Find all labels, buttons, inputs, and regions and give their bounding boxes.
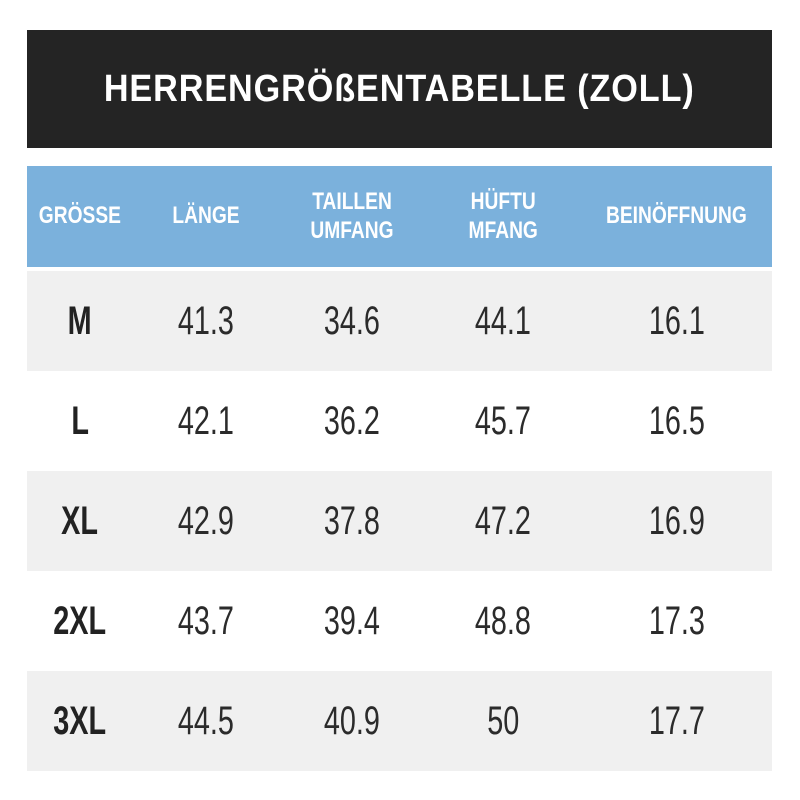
value-label: 41.3 xyxy=(177,298,234,343)
value-cell-taillenumfang: 40.9 xyxy=(279,671,425,771)
value-cell-hueftumfang: 50 xyxy=(425,671,581,771)
value-cell-laenge: 42.1 xyxy=(133,371,279,471)
value-cell-beinoeffnung: 17.3 xyxy=(581,571,772,671)
header-label: HÜFTU MFANG xyxy=(468,187,538,244)
value-label: 16.5 xyxy=(648,398,705,443)
header-label: GRÖSSE xyxy=(38,202,121,230)
size-cell: M xyxy=(27,271,133,371)
value-label: 37.8 xyxy=(323,498,380,543)
title-banner: HERRENGRÖßENTABELLE (ZOLL) xyxy=(27,30,772,148)
header-label: BEINÖFFNUNG xyxy=(606,202,748,230)
size-cell: L xyxy=(27,371,133,471)
value-label: 16.1 xyxy=(648,298,705,343)
value-cell-hueftumfang: 48.8 xyxy=(425,571,581,671)
size-cell: XL xyxy=(27,471,133,571)
value-cell-laenge: 44.5 xyxy=(133,671,279,771)
value-label: 16.9 xyxy=(648,498,705,543)
header-cell-taillenumfang: TAILLEN UMFANG xyxy=(279,166,425,267)
header-label: TAILLEN UMFANG xyxy=(310,187,394,244)
value-cell-laenge: 41.3 xyxy=(133,271,279,371)
value-cell-hueftumfang: 47.2 xyxy=(425,471,581,571)
value-label: 42.1 xyxy=(177,398,234,443)
size-label: 2XL xyxy=(53,598,107,643)
value-label: 39.4 xyxy=(323,598,380,643)
header-cell-groesse: GRÖSSE xyxy=(27,166,133,267)
value-cell-laenge: 42.9 xyxy=(133,471,279,571)
size-label: 3XL xyxy=(53,698,107,743)
header-cell-beinoeffnung: BEINÖFFNUNG xyxy=(581,166,772,267)
size-table: GRÖSSE LÄNGE TAILLEN UMFANG HÜFTU MFANG … xyxy=(27,166,772,771)
header-cell-hueftumfang: HÜFTU MFANG xyxy=(425,166,581,267)
page-title: HERRENGRÖßENTABELLE (ZOLL) xyxy=(104,67,695,110)
header-cell-laenge: LÄNGE xyxy=(133,166,279,267)
table-row-3xl: 3XL 44.5 40.9 50 17.7 xyxy=(27,671,772,771)
value-cell-beinoeffnung: 16.9 xyxy=(581,471,772,571)
value-label: 44.5 xyxy=(177,698,234,743)
value-cell-hueftumfang: 45.7 xyxy=(425,371,581,471)
value-label: 42.9 xyxy=(177,498,234,543)
table-row-2xl: 2XL 43.7 39.4 48.8 17.3 xyxy=(27,571,772,671)
table-row-m: M 41.3 34.6 44.1 16.1 xyxy=(27,271,772,371)
value-label: 34.6 xyxy=(323,298,380,343)
value-cell-laenge: 43.7 xyxy=(133,571,279,671)
value-cell-beinoeffnung: 16.5 xyxy=(581,371,772,471)
value-cell-beinoeffnung: 17.7 xyxy=(581,671,772,771)
size-label: M xyxy=(67,298,92,343)
value-label: 36.2 xyxy=(323,398,380,443)
size-cell: 2XL xyxy=(27,571,133,671)
size-chart-page: HERRENGRÖßENTABELLE (ZOLL) GRÖSSE LÄNGE … xyxy=(0,30,800,800)
table-row-l: L 42.1 36.2 45.7 16.5 xyxy=(27,371,772,471)
value-label: 40.9 xyxy=(323,698,380,743)
value-label: 44.1 xyxy=(474,298,532,343)
value-cell-taillenumfang: 39.4 xyxy=(279,571,425,671)
value-cell-taillenumfang: 36.2 xyxy=(279,371,425,471)
size-label: L xyxy=(71,398,89,443)
value-label: 45.7 xyxy=(474,398,532,443)
value-label: 43.7 xyxy=(177,598,234,643)
value-cell-beinoeffnung: 16.1 xyxy=(581,271,772,371)
value-label: 48.8 xyxy=(474,598,532,643)
value-cell-hueftumfang: 44.1 xyxy=(425,271,581,371)
table-row-xl: XL 42.9 37.8 47.2 16.9 xyxy=(27,471,772,571)
header-label: LÄNGE xyxy=(172,202,240,230)
value-label: 50 xyxy=(487,698,520,743)
value-cell-taillenumfang: 37.8 xyxy=(279,471,425,571)
value-label: 47.2 xyxy=(474,498,532,543)
value-label: 17.7 xyxy=(648,698,705,743)
size-cell: 3XL xyxy=(27,671,133,771)
table-header-row: GRÖSSE LÄNGE TAILLEN UMFANG HÜFTU MFANG … xyxy=(27,166,772,267)
value-label: 17.3 xyxy=(648,598,705,643)
value-cell-taillenumfang: 34.6 xyxy=(279,271,425,371)
size-label: XL xyxy=(61,498,99,543)
